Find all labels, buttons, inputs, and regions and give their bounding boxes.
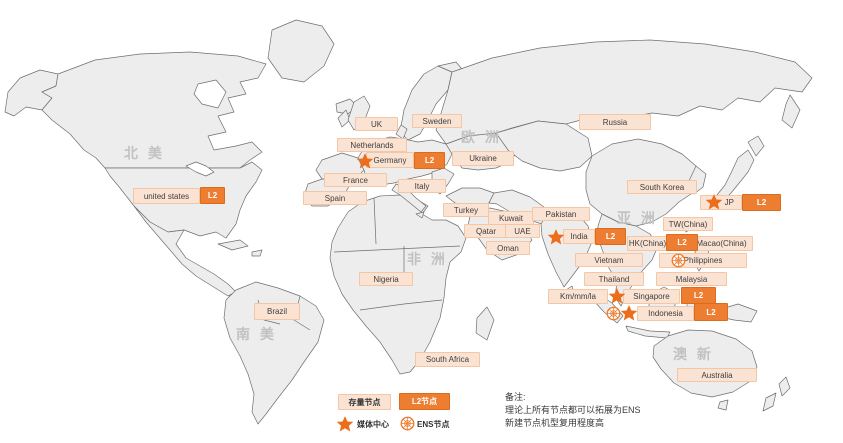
continent-label-north-america: 北 美 [124, 145, 165, 161]
continent-label-south-america: 南 美 [236, 326, 277, 342]
node-label-nigeria: Nigeria [359, 272, 413, 286]
l2-badge-hk-china: L2 [666, 234, 698, 251]
map-hokkaido [747, 135, 765, 157]
node-label-australia: Australia [677, 368, 757, 382]
node-label-malaysia: Malaysia [656, 272, 727, 286]
node-label-uae: UAE [505, 224, 540, 238]
media-center-star-icon [336, 415, 354, 433]
node-label-germany: Germany [366, 152, 414, 168]
legend-media-center-label: 媒体中心 [357, 420, 389, 429]
node-label-south-africa: South Africa [415, 352, 480, 367]
media-center-star-icon [356, 152, 374, 170]
map-nz-south [762, 392, 777, 412]
continent-label-aus-nz: 澳 新 [673, 346, 714, 362]
node-label-thailand: Thailand [584, 272, 644, 286]
ens-node-icon [400, 416, 415, 431]
node-label-italy: Italy [398, 179, 446, 193]
continent-label-europe: 欧 洲 [461, 129, 502, 145]
map-russia [435, 39, 813, 145]
legend-l2-node-chip: L2节点 [399, 393, 450, 410]
node-label-brazil: Brazil [254, 303, 300, 320]
media-center-star-icon [620, 304, 638, 322]
map-denmark [395, 124, 408, 140]
node-label-south-korea: South Korea [627, 180, 697, 194]
node-label-tw-china: TW(China) [663, 217, 713, 231]
map-central-asia [495, 120, 593, 172]
node-label-vietnam: Vietnam [575, 253, 643, 267]
map-java [625, 325, 671, 339]
legend-storage-node-chip: 存量节点 [338, 394, 391, 410]
map-sicily [415, 211, 425, 219]
map-uk-island [347, 95, 371, 131]
continent-label-asia: 亚 洲 [617, 210, 658, 226]
node-label-macao-china: Macao(China) [690, 236, 753, 251]
node-label-spain: Spain [303, 191, 367, 205]
map-mexico [133, 205, 237, 297]
node-label-qatar: Qatar [464, 224, 508, 238]
node-label-france: France [324, 173, 387, 187]
l2-badge-singapore: L2 [681, 287, 716, 304]
node-label-india: India [563, 229, 595, 244]
l2-badge-jp: L2 [742, 194, 781, 211]
map-hispaniola [251, 249, 263, 257]
l2-badge-united-states: L2 [200, 187, 225, 204]
note-block: 备注: 理论上所有节点都可以拓展为ENS 新建节点机型复用程度高 [505, 391, 641, 430]
note-heading: 备注: [505, 392, 526, 402]
media-center-star-icon [608, 287, 626, 305]
node-label-kuwait: Kuwait [488, 211, 534, 225]
media-center-star-icon [705, 193, 723, 211]
note-line-1: 理论上所有节点都可以拓展为ENS [505, 405, 641, 415]
node-label-ukraine: Ukraine [452, 151, 514, 166]
node-label-russia: Russia [579, 114, 651, 130]
map-madagascar [475, 306, 495, 341]
node-label-km-mm-la: Km/mm/la [548, 289, 608, 304]
node-label-sweden: Sweden [412, 114, 462, 128]
l2-badge-india: L2 [595, 228, 626, 245]
node-label-uk: UK [355, 117, 398, 131]
ens-node-icon [606, 306, 621, 321]
l2-badge-indonesia: L2 [694, 303, 728, 321]
node-label-oman: Oman [486, 241, 530, 255]
map-tasmania [717, 399, 729, 411]
node-label-pakistan: Pakistan [532, 207, 590, 221]
node-label-indonesia: Indonesia [637, 306, 694, 321]
continent-label-africa: 非 洲 [407, 251, 448, 267]
legend-ens-node-label: ENS节点 [417, 420, 450, 429]
map-hudson-bay [193, 79, 227, 109]
note-line-2: 新建节点机型复用程度高 [505, 418, 605, 428]
l2-badge-germany: L2 [414, 152, 445, 169]
map-japan [716, 149, 755, 202]
node-label-turkey: Turkey [443, 203, 489, 217]
node-label-netherlands: Netherlands [337, 138, 407, 152]
map-greenland [267, 19, 335, 83]
node-label-hk-china: HK(China) [627, 236, 668, 251]
node-label-united-states: united states [133, 188, 200, 204]
map-cuba [217, 239, 249, 251]
node-label-singapore: Singapore [623, 289, 680, 304]
map-great-lakes [185, 161, 215, 177]
ens-node-icon [671, 253, 686, 268]
map-nz-north [778, 376, 791, 397]
map-kamchatka [781, 94, 801, 129]
media-center-star-icon [547, 228, 565, 246]
